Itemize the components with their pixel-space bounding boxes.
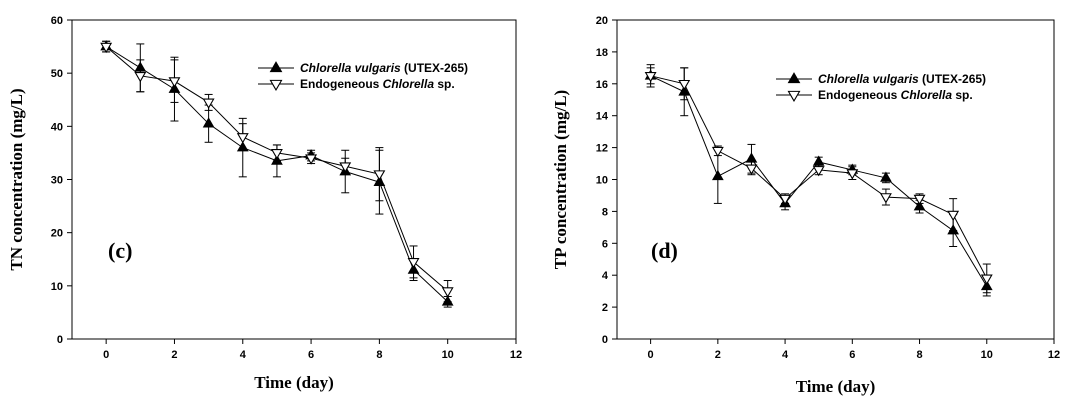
panel-d: 0 2 4 6 8 10 12 0 2 4 6 8 10 12 14 16 18 20 Time (day) TP c… [551, 15, 1060, 396]
y-tick-label: 50 [51, 68, 63, 80]
x-tick-label: 8 [376, 349, 382, 361]
data-point [913, 194, 926, 206]
data-point [711, 146, 724, 158]
legend-text-species: Chlorella [901, 88, 953, 102]
legend-text-prefix: Endogeneous [818, 88, 901, 102]
x-tick-label: 0 [648, 349, 654, 361]
data-point [168, 77, 181, 88]
legend-entry: Chlorella vulgaris (UTEX-265) [818, 72, 986, 86]
data-point [100, 42, 113, 54]
data-point [305, 154, 318, 165]
x-axis-label: Time (day) [796, 377, 876, 396]
x-tick-label: 8 [916, 349, 922, 361]
legend: Chlorella vulgaris (UTEX-265) Endogeneous… [776, 72, 986, 103]
x-tick-label: 12 [1048, 349, 1060, 361]
data-point [745, 152, 758, 163]
data-point [644, 71, 657, 83]
y-tick-label: 10 [51, 281, 63, 293]
data-point [879, 193, 892, 204]
data-point [846, 169, 859, 180]
y-tick-label: 14 [596, 111, 609, 123]
legend-marker [269, 61, 283, 73]
x-tick-label: 6 [308, 349, 314, 361]
data-point [202, 117, 215, 128]
x-tick-label: 2 [171, 349, 177, 361]
data-point [812, 166, 825, 177]
data-point [711, 169, 724, 181]
legend-text-species: Chlorella vulgaris [818, 72, 919, 86]
data-point [947, 210, 960, 222]
legend-entry: Chlorella vulgaris (UTEX-265) [300, 61, 468, 75]
data-point [812, 155, 825, 166]
legend-text-suffix: sp. [952, 88, 973, 102]
legend-text-species: Chlorella [383, 77, 435, 91]
y-tick-label: 20 [51, 228, 63, 240]
data-point [202, 98, 215, 109]
y-tick-label: 40 [51, 121, 63, 133]
y-tick-label: 20 [596, 15, 608, 27]
series-line [650, 75, 988, 287]
series-endogeneous-chlorella [644, 64, 993, 294]
panel-c: 0 2 4 6 8 10 12 0 10 20 30 40 50 60 Time (day) TN conce… [7, 15, 522, 392]
series-endogeneous-chlorella [100, 40, 454, 303]
data-point [980, 274, 993, 285]
y-tick-label: 30 [51, 175, 63, 187]
x-tick-label: 4 [240, 349, 247, 361]
x-tick-label: 4 [782, 349, 789, 361]
data-point [913, 200, 926, 211]
y-axis-label: TP concentration (mg/L) [551, 90, 570, 269]
legend-entry: Endogeneous Chlorella sp. [818, 88, 973, 102]
x-axis-label: Time (day) [254, 373, 334, 392]
y-tick-label: 2 [602, 302, 608, 314]
series-chlorella-vulgaris [644, 67, 993, 297]
data-point [270, 149, 283, 160]
legend-text-species: Chlorella vulgaris [300, 61, 401, 75]
data-point [373, 170, 386, 181]
legend-entry: Endogeneous Chlorella sp. [300, 77, 455, 91]
data-point [880, 171, 892, 182]
y-tick-label: 0 [57, 334, 63, 346]
y-tick-label: 6 [602, 238, 608, 250]
panel-label: (d) [651, 238, 678, 263]
data-point [678, 79, 691, 91]
legend-text-suffix: (UTEX-265) [919, 72, 986, 86]
x-tick-label: 2 [715, 349, 721, 361]
data-point [236, 133, 249, 144]
x-tick-label: 10 [981, 349, 993, 361]
legend: Chlorella vulgaris (UTEX-265) Endogeneous… [258, 61, 468, 92]
x-tick-label: 0 [103, 349, 109, 361]
legend-text-prefix: Endogeneous [300, 77, 383, 91]
y-tick-label: 12 [596, 143, 608, 155]
y-tick-label: 8 [602, 206, 608, 218]
y-tick-label: 0 [602, 334, 608, 346]
x-tick-label: 12 [510, 349, 522, 361]
series-line [650, 75, 988, 279]
x-tick-label: 10 [442, 349, 454, 361]
legend-marker [787, 90, 801, 103]
data-point [339, 162, 352, 173]
y-tick-label: 60 [51, 15, 63, 27]
y-tick-label: 10 [596, 175, 608, 187]
x-tick-label: 6 [849, 349, 855, 361]
data-point [441, 287, 454, 298]
legend-marker [269, 79, 283, 92]
y-axis-label: TN concentration (mg/L) [7, 88, 26, 270]
y-tick-label: 16 [596, 79, 608, 91]
panel-label: (c) [108, 238, 132, 263]
data-point [745, 164, 758, 175]
y-tick-label: 4 [602, 270, 609, 282]
legend-text-suffix: sp. [434, 77, 455, 91]
legend-text-suffix: (UTEX-265) [401, 61, 468, 75]
data-point [779, 194, 792, 206]
data-point [134, 71, 147, 83]
legend-marker [787, 72, 801, 84]
data-point [407, 258, 420, 269]
y-tick-label: 18 [596, 47, 608, 59]
